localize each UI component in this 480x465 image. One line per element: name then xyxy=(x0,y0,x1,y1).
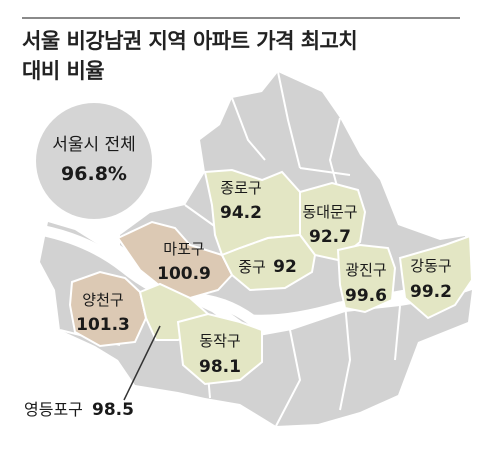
yeongdeungpo-leader-line xyxy=(123,325,161,401)
seoul-outline-south xyxy=(40,222,472,426)
label-mapo-value: 100.9 xyxy=(157,264,211,284)
summary-label: 서울시 전체 xyxy=(52,135,136,155)
summary-circle xyxy=(36,103,152,219)
label-jongno-name: 종로구 xyxy=(220,179,261,197)
map-title: 서울 비강남권 지역 아파트 가격 최고치 대비 비율 xyxy=(22,26,358,86)
label-dongdaemun-value: 92.7 xyxy=(309,227,351,247)
label-gwangjin-value: 99.6 xyxy=(345,286,387,306)
district-yangcheon[interactable] xyxy=(68,270,148,348)
label-gangdong-value: 99.2 xyxy=(410,282,452,302)
label-jung-name: 중구 xyxy=(238,258,266,276)
map-title-line2: 대비 비율 xyxy=(22,59,105,83)
top-rule xyxy=(22,17,460,19)
label-yeongdeungpo-name: 영등포구 xyxy=(24,400,83,419)
label-gwangjin-name: 광진구 xyxy=(345,261,386,279)
label-yeongdeungpo-value: 98.5 xyxy=(92,400,134,420)
label-dongjak-value: 98.1 xyxy=(199,357,241,377)
label-yeongdeungpo: 영등포구 98.5 xyxy=(24,400,134,420)
district-jung[interactable] xyxy=(220,233,317,292)
label-yangcheon-value: 101.3 xyxy=(76,315,130,335)
label-gangdong-name: 강동구 xyxy=(410,257,451,275)
label-mapo-name: 마포구 xyxy=(163,240,204,258)
label-yangcheon-name: 양천구 xyxy=(82,291,123,309)
label-dongdaemun-name: 동대문구 xyxy=(302,203,357,221)
label-jongno-value: 94.2 xyxy=(220,203,262,223)
district-gwangjin[interactable] xyxy=(336,243,397,314)
district-dongjak[interactable] xyxy=(176,312,263,386)
label-jung-value: 92 xyxy=(273,257,297,277)
summary-value: 96.8% xyxy=(61,163,127,185)
label-dongjak-name: 동작구 xyxy=(199,332,240,350)
district-gangdong[interactable] xyxy=(398,234,474,320)
map-title-line1: 서울 비강남권 지역 아파트 가격 최고치 xyxy=(22,29,358,53)
